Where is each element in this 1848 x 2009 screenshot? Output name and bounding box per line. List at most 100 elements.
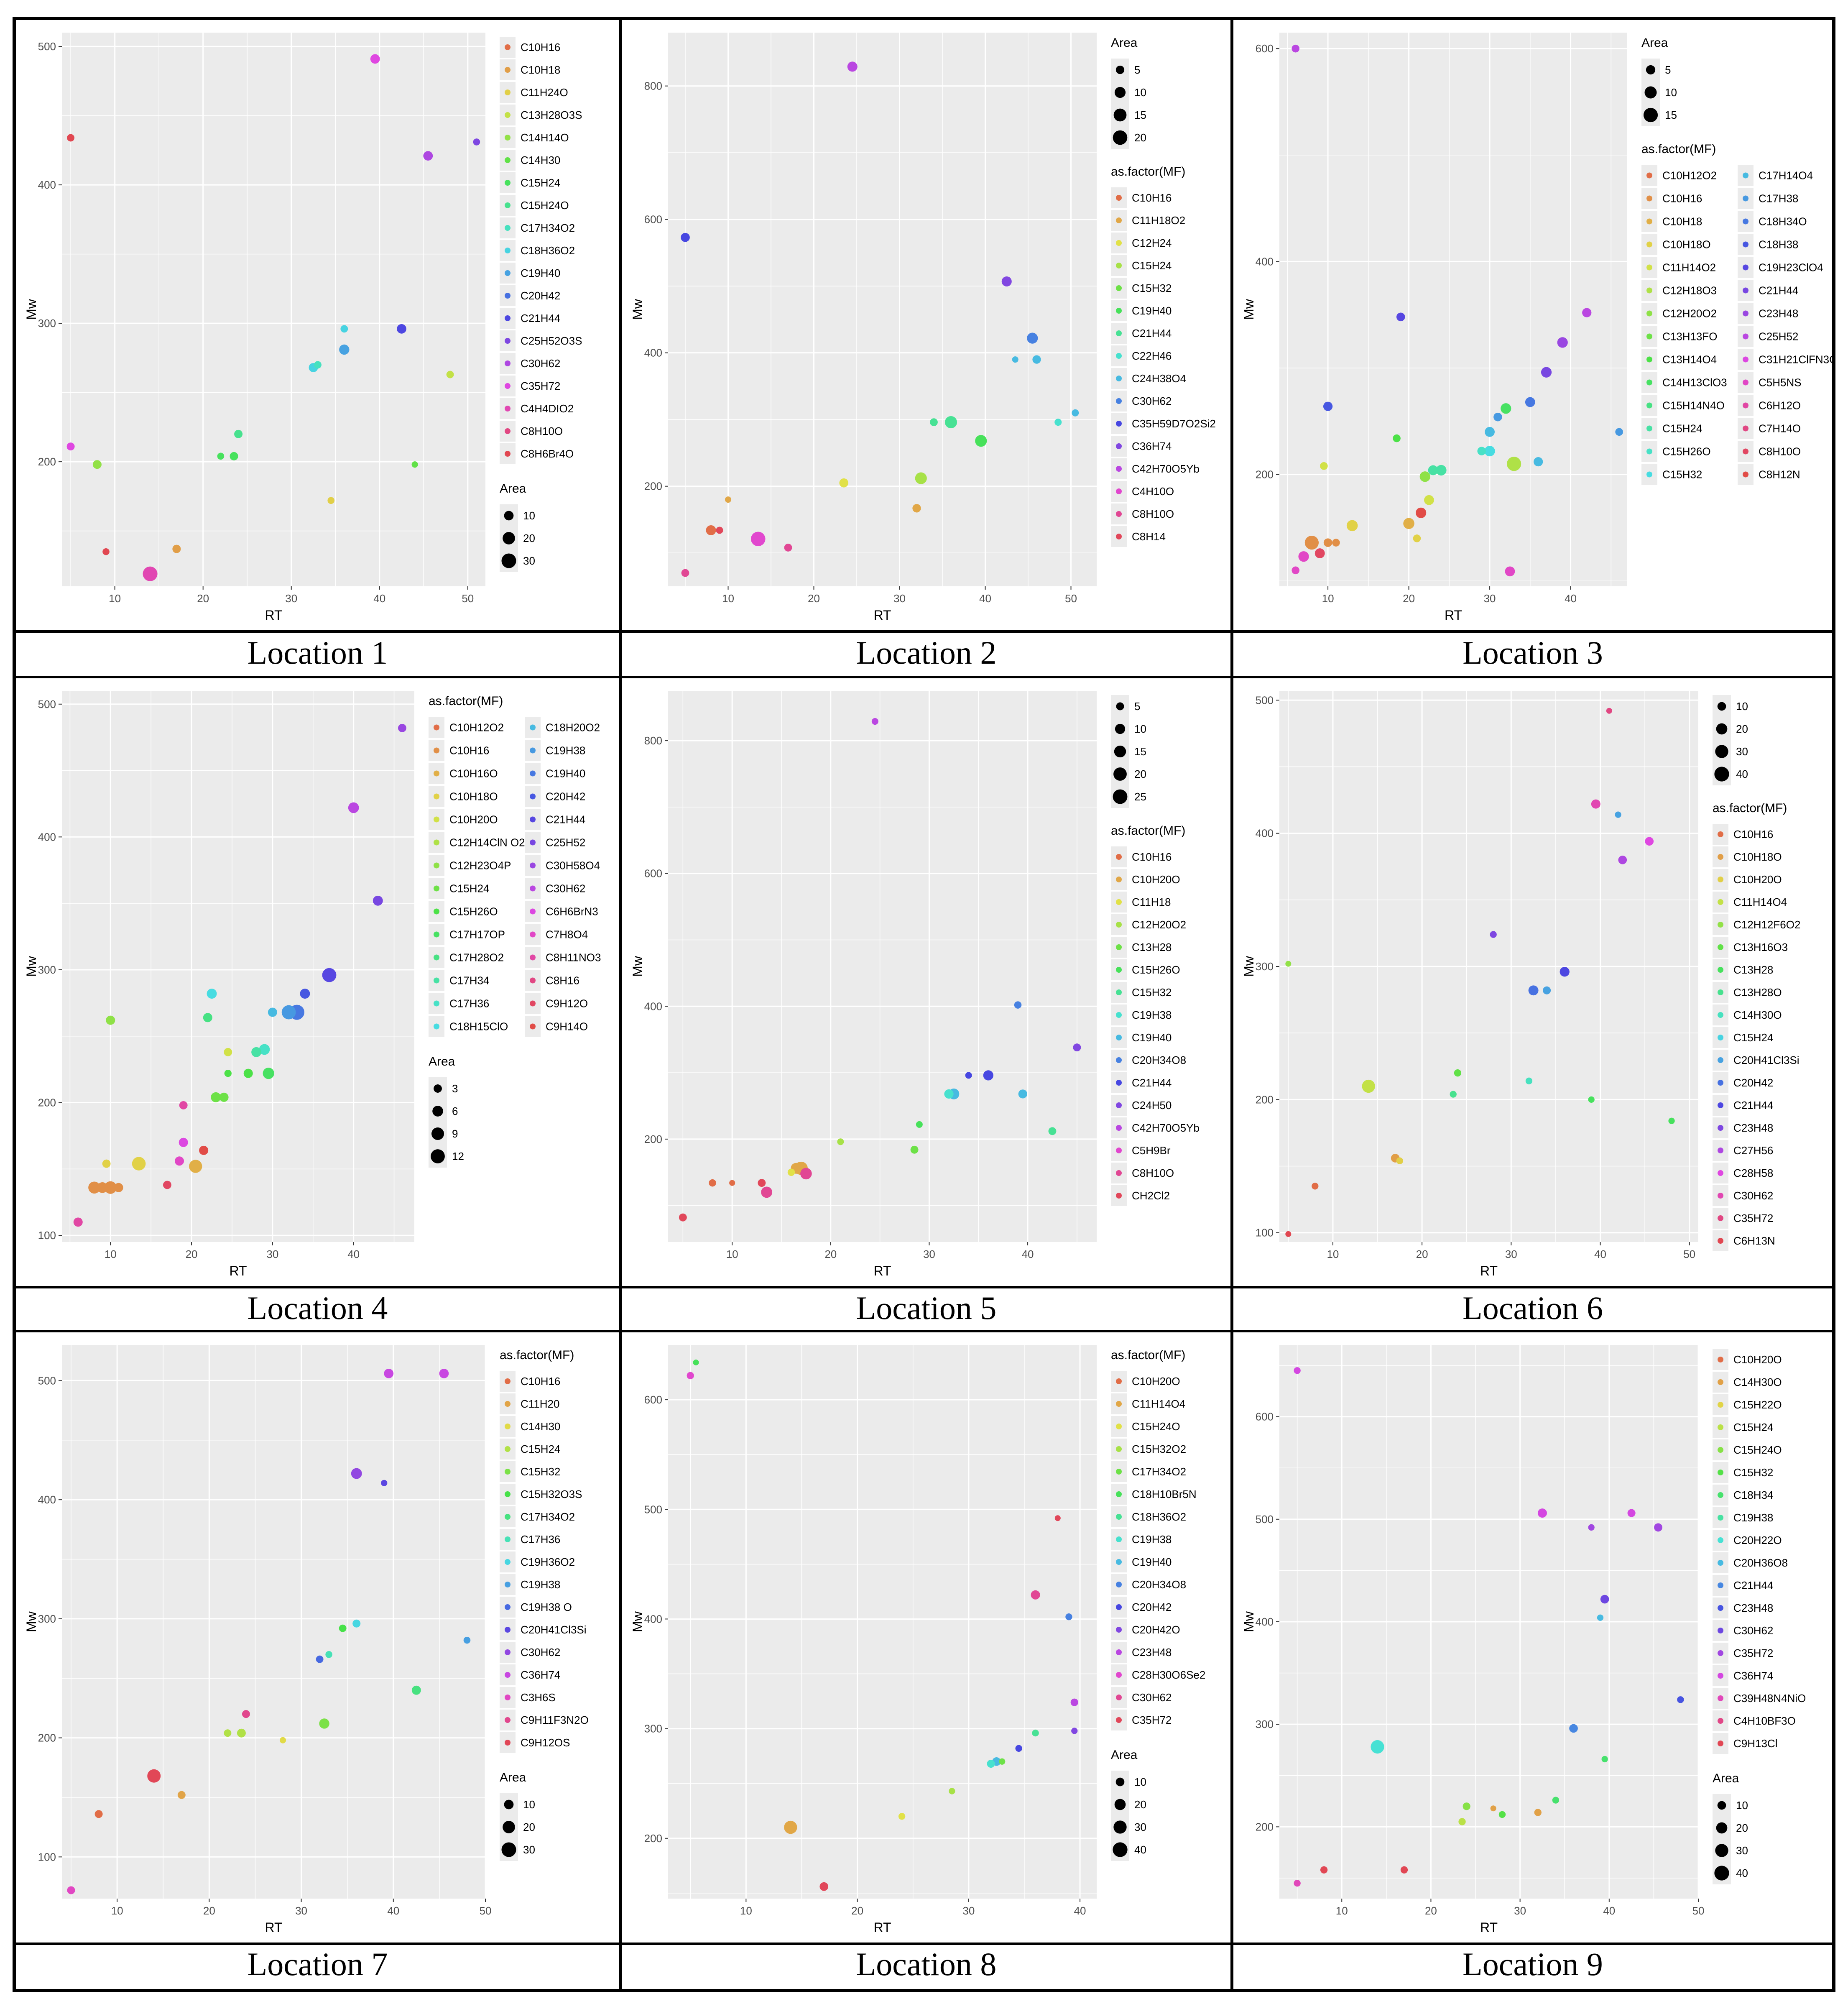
y-tick-label: 200 (38, 455, 56, 468)
legend-swatch (1116, 398, 1122, 404)
legend-label: C10H16 (521, 1375, 560, 1388)
legend-label: C17H17OP (449, 928, 505, 941)
size-legend-label: 30 (523, 555, 535, 567)
legend-label: C10H18O (449, 790, 498, 803)
x-tick-label: 40 (1594, 1248, 1606, 1260)
legend-swatch (1718, 1057, 1723, 1063)
data-point (1285, 961, 1292, 967)
y-tick-label: 500 (644, 1503, 662, 1516)
legend-swatch (505, 202, 510, 208)
data-point (373, 895, 383, 906)
data-point (423, 151, 433, 161)
legend-swatch (530, 793, 536, 800)
plot-panel (668, 33, 1097, 586)
y-tick-label: 600 (644, 1393, 662, 1406)
legend-label: C20H42 (1733, 1076, 1773, 1089)
legend-label: C14H13ClO3 (1662, 376, 1727, 389)
data-point (871, 718, 878, 725)
legend-swatch (1116, 944, 1122, 950)
legend-label: C15H22O (1733, 1398, 1782, 1411)
data-point (1600, 1595, 1609, 1604)
data-point (172, 544, 181, 553)
legend-swatch (1743, 218, 1748, 225)
legend-label: C9H12O (546, 997, 588, 1010)
x-axis-label: RT (1445, 608, 1462, 623)
legend-label: C10H12O2 (1662, 169, 1717, 182)
data-point (1485, 427, 1495, 437)
legend-label: C20H41Cl3Si (521, 1623, 587, 1636)
size-legend-label: 20 (1736, 1822, 1748, 1834)
data-point (219, 1092, 229, 1102)
legend-swatch (1718, 1125, 1723, 1131)
data-point (1015, 1745, 1022, 1752)
legend-swatch (1646, 287, 1652, 294)
data-point (88, 1181, 100, 1194)
legend-label: C21H44 (546, 813, 585, 826)
data-point (67, 134, 75, 142)
data-point (1393, 434, 1401, 442)
size-legend-label: 20 (523, 532, 535, 544)
x-tick-label: 30 (1505, 1248, 1517, 1260)
caption-location-9: Location 9 (1463, 1946, 1603, 1982)
legend-label: C15H24 (521, 176, 560, 189)
data-point (1073, 1043, 1081, 1052)
data-point (1419, 471, 1430, 482)
size-legend-dot (1115, 723, 1126, 734)
legend-swatch (434, 770, 439, 777)
legend-label: C18H34 (1733, 1489, 1773, 1501)
legend-label: C15H24 (1733, 1421, 1773, 1434)
data-point (1027, 332, 1038, 344)
legend-swatch (1116, 1424, 1122, 1429)
data-point (761, 1186, 773, 1198)
y-tick-label: 300 (644, 1723, 662, 1735)
x-tick-label: 30 (266, 1248, 278, 1260)
legend-label: C10H18 (1662, 215, 1702, 228)
data-point (1668, 1117, 1675, 1124)
legend-label: C15H32 (1132, 282, 1172, 294)
legend-swatch (1718, 1424, 1723, 1430)
data-point (1543, 986, 1551, 994)
legend-label: C17H38 (1759, 192, 1798, 205)
legend-swatch (1646, 172, 1652, 179)
size-legend-title: Area (429, 1055, 455, 1068)
legend-label: C15H24 (521, 1443, 560, 1455)
legend-swatch (1646, 356, 1652, 363)
legend-label: C11H14O2 (1662, 261, 1716, 274)
legend-swatch (1718, 1650, 1723, 1656)
legend-label: C19H38 (1132, 1009, 1172, 1021)
data-point (1606, 708, 1612, 714)
legend-swatch (1718, 1470, 1723, 1475)
legend-swatch (505, 270, 510, 276)
x-tick-label: 30 (1484, 592, 1496, 605)
legend-label: C19H40 (1132, 1031, 1172, 1044)
legend-label: C36H74 (1733, 1669, 1773, 1682)
legend-swatch (1116, 1627, 1122, 1633)
legend-swatch (1116, 967, 1122, 973)
legend-label: C8H16 (546, 974, 579, 987)
size-legend-title: Area (500, 482, 526, 496)
data-point (898, 1813, 906, 1820)
size-legend-label: 6 (452, 1105, 458, 1117)
size-legend-label: 12 (452, 1150, 464, 1163)
legend-label: C17H14O4 (1759, 169, 1813, 182)
legend-swatch (1646, 241, 1652, 248)
color-legend-title: as.factor(MF) (429, 694, 503, 708)
y-tick-label: 400 (644, 1613, 662, 1625)
size-legend-label: 9 (452, 1127, 458, 1140)
legend-label: C14H30O (1733, 1376, 1782, 1388)
legend-swatch (1646, 379, 1652, 386)
data-point (384, 1368, 394, 1378)
data-point (709, 1179, 716, 1187)
y-tick-label: 200 (38, 1732, 56, 1744)
size-legend-title: Area (1641, 36, 1668, 50)
x-tick-label: 40 (1074, 1904, 1086, 1917)
size-legend-label: 5 (1134, 700, 1140, 713)
y-axis-label: Mw (630, 956, 645, 977)
data-point (1292, 44, 1299, 53)
legend-swatch (530, 885, 536, 892)
size-legend-label: 3 (452, 1082, 458, 1095)
legend-label: C4H4DIO2 (521, 402, 574, 415)
legend-label: C14H30 (521, 1420, 560, 1433)
data-point (1560, 967, 1570, 977)
data-point (819, 1882, 829, 1891)
